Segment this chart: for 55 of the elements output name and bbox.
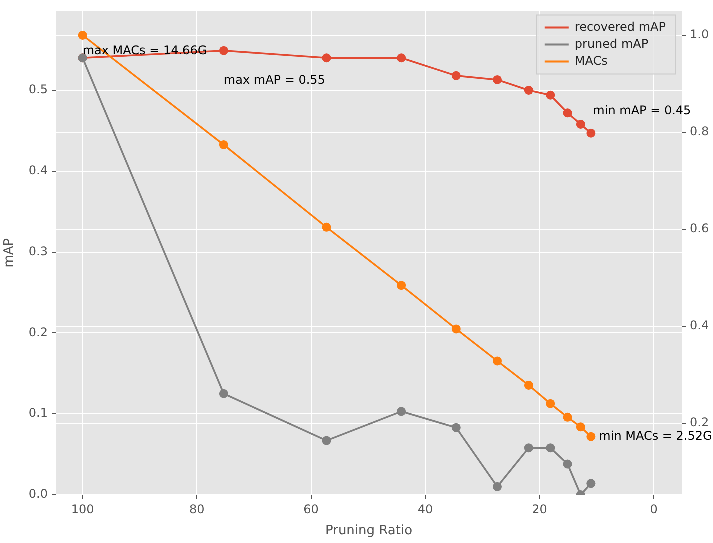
point: [219, 46, 228, 56]
annotation: min MACs = 2.52G: [599, 428, 712, 443]
point: [322, 54, 332, 63]
y-tick-label: 0.0: [28, 487, 48, 502]
y-tick-label: 0.5: [28, 82, 48, 97]
point: [524, 380, 534, 390]
y-tick-label: 0.3: [28, 244, 48, 258]
point: [524, 444, 534, 453]
point: [586, 128, 596, 138]
point: [397, 407, 406, 416]
y-tick-label: 0.4: [28, 164, 48, 178]
point: [493, 75, 502, 84]
point: [586, 432, 596, 442]
y-tick-label: 0.2: [28, 325, 48, 340]
point: [397, 281, 406, 290]
point: [586, 479, 596, 488]
x-tick-label: 20: [532, 502, 548, 516]
point: [576, 422, 586, 432]
point: [524, 86, 534, 95]
x-tick-label: 100: [71, 502, 94, 516]
point: [546, 90, 556, 100]
y2-tick-label: 0.2: [690, 415, 710, 430]
y2-tick-label: 0.8: [690, 124, 710, 139]
point: [493, 482, 502, 492]
point: [219, 389, 228, 398]
x-tick-label: 0: [650, 502, 658, 516]
x-tick-label: 80: [189, 502, 205, 516]
annotation: min mAP = 0.45: [593, 103, 692, 118]
point: [563, 460, 572, 469]
point: [452, 71, 461, 80]
point: [563, 412, 572, 422]
point: [322, 436, 332, 446]
legend-label: pruned mAP: [574, 36, 649, 51]
point: [493, 356, 502, 366]
y2-tick-label: 1.0: [690, 28, 710, 42]
point: [546, 399, 556, 408]
y-axis-title: mAP: [2, 238, 18, 268]
x-axis-title: Pruning Ratio: [325, 524, 413, 539]
x-tick-label: 60: [304, 502, 319, 516]
y2-tick-label: 0.4: [690, 318, 710, 332]
point: [452, 324, 461, 334]
annotation: max mAP = 0.55: [224, 72, 326, 87]
legend-label: MACs: [574, 54, 608, 68]
point: [397, 54, 406, 63]
y2-tick-label: 0.6: [690, 221, 710, 236]
point: [78, 30, 88, 40]
legend-label: recovered mAP: [574, 20, 666, 34]
point: [452, 423, 461, 432]
point: [546, 444, 556, 453]
x-tick-label: 40: [418, 502, 434, 516]
y-tick-label: 0.1: [28, 406, 48, 420]
point: [576, 120, 586, 129]
point: [322, 222, 332, 232]
point: [563, 108, 572, 118]
point: [219, 140, 228, 150]
